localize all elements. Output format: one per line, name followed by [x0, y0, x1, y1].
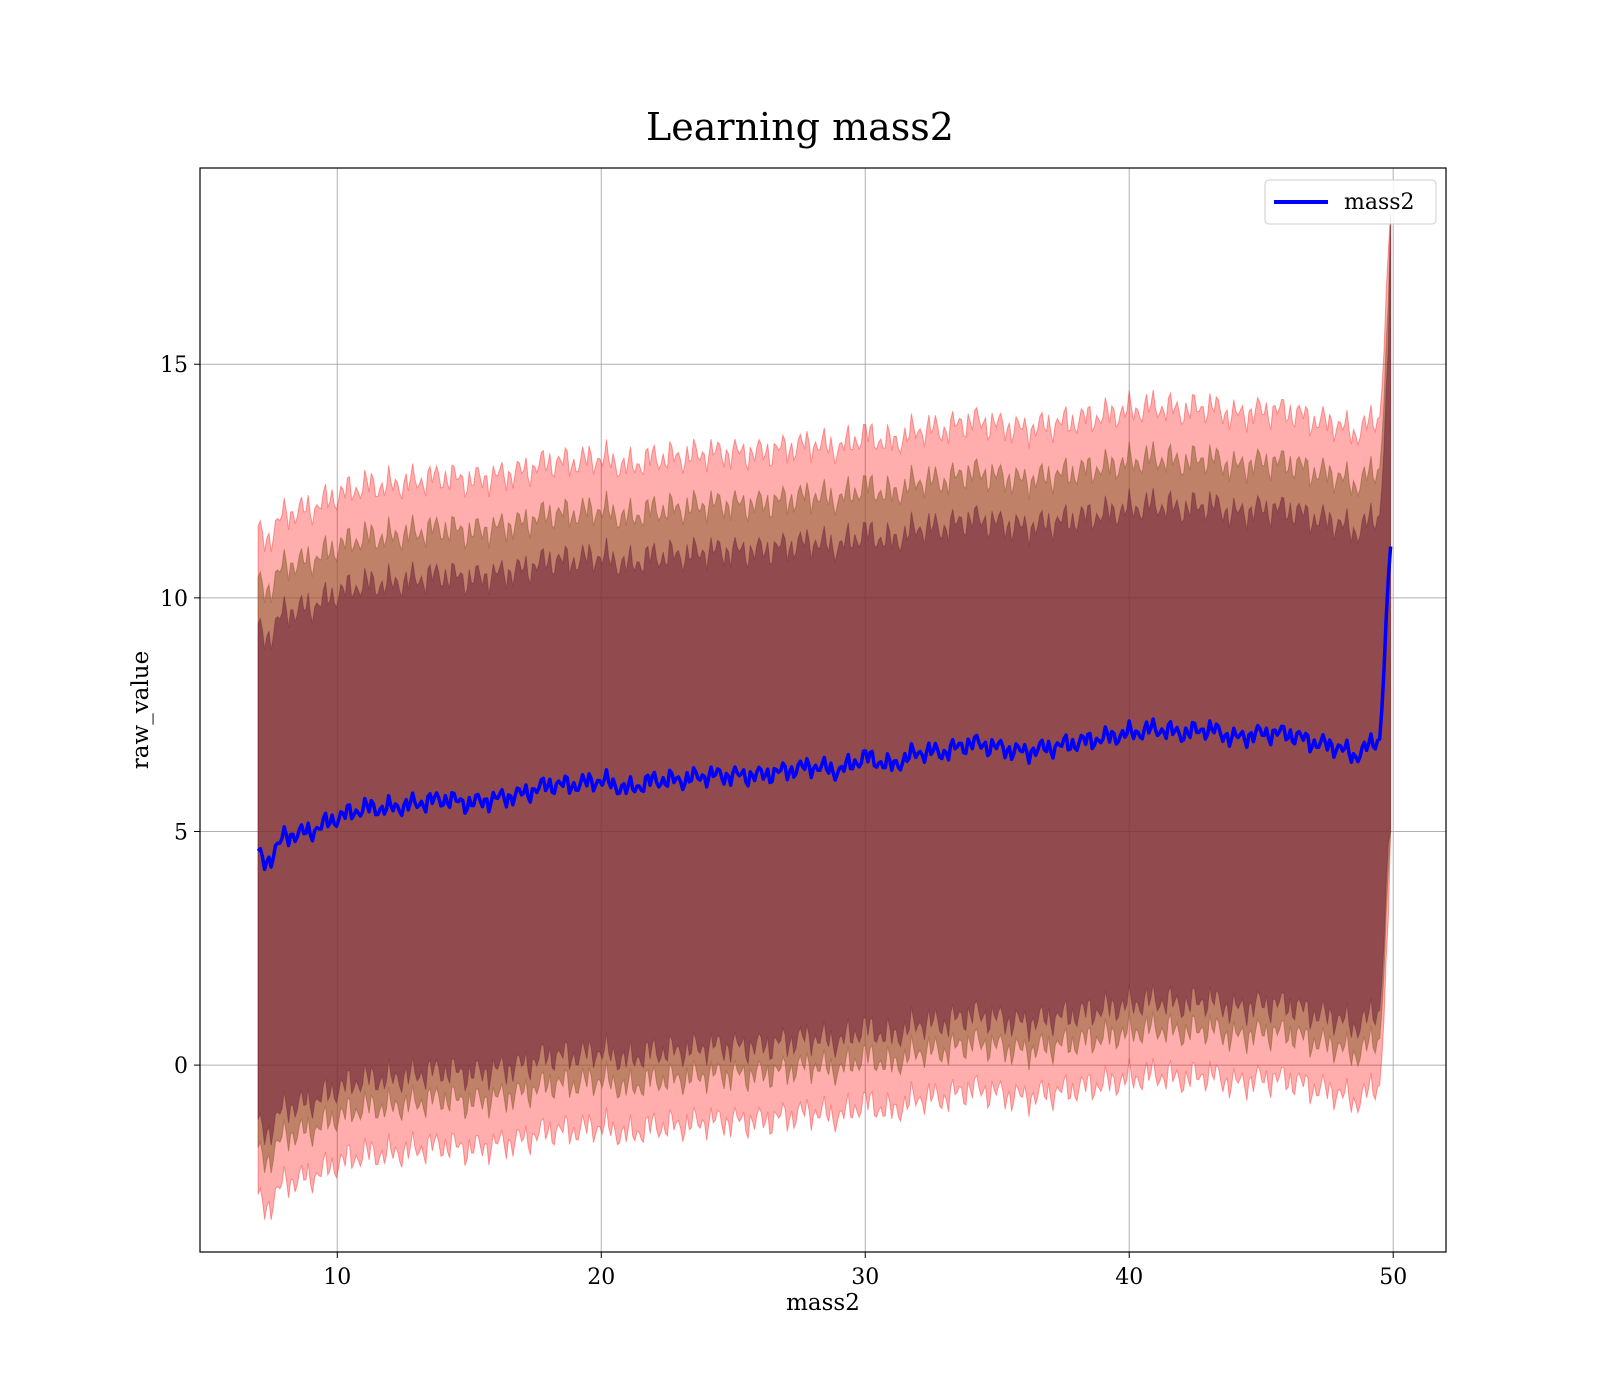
x-ticks: 10 20 30 40 50 — [323, 1252, 1407, 1290]
y-ticks: 0 5 10 15 — [160, 353, 200, 1079]
chart-title: Learning mass2 — [646, 105, 954, 149]
series-layer — [256, 546, 1393, 872]
y-tick-label: 10 — [160, 587, 188, 612]
legend-box — [1264, 179, 1437, 225]
band-inner — [257, 214, 1392, 1146]
x-tick-label: 40 — [1115, 1265, 1143, 1290]
plot-frame — [199, 167, 1447, 1253]
y-axis-label: raw_value — [128, 651, 154, 769]
x-axis-label: mass2 — [786, 1290, 860, 1316]
legend-entry-mass2: mass2 — [1344, 190, 1415, 215]
y-tick-label: 0 — [174, 1054, 188, 1079]
x-tick-label: 10 — [323, 1265, 351, 1290]
x-tick-label: 20 — [587, 1265, 615, 1290]
y-tick-label: 15 — [160, 353, 188, 378]
x-tick-label: 50 — [1379, 1265, 1407, 1290]
legend: mass2 — [1264, 179, 1437, 225]
series-line-mass2 — [256, 546, 1393, 872]
confidence-bands — [257, 214, 1392, 1220]
y-tick-label: 5 — [174, 820, 188, 845]
x-tick-label: 30 — [851, 1265, 879, 1290]
